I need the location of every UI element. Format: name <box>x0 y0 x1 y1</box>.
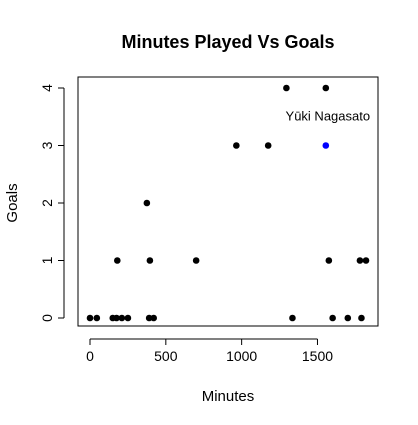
data-point <box>362 257 370 264</box>
x-tick-label: 1000 <box>226 348 257 364</box>
y-axis-label: Goals <box>4 183 21 222</box>
data-point <box>344 314 352 322</box>
data-point <box>264 142 272 149</box>
data-point <box>113 314 120 322</box>
data-point <box>145 314 153 322</box>
y-axis: 0 1 2 3 4 <box>39 84 65 322</box>
data-point <box>113 257 121 264</box>
data-point <box>358 314 365 322</box>
data-point <box>233 142 240 149</box>
data-point <box>146 257 154 264</box>
x-tick-label: 1500 <box>302 348 333 364</box>
data-point <box>283 84 290 92</box>
data-points <box>86 84 370 322</box>
data-point <box>325 257 333 264</box>
data-point <box>329 314 336 322</box>
y-tick-label: 0 <box>39 314 55 322</box>
x-tick-label: 0 <box>86 348 94 364</box>
x-tick-label: 500 <box>154 348 178 364</box>
y-tick-label: 1 <box>39 256 55 264</box>
data-point <box>289 314 296 322</box>
data-point <box>192 257 200 264</box>
highlighted-data-point <box>322 142 330 149</box>
data-point <box>356 257 364 264</box>
data-point <box>150 314 157 322</box>
chart-title: Minutes Played Vs Goals <box>121 32 334 52</box>
data-point <box>118 314 126 322</box>
annotation-label: Yūki Nagasato <box>286 109 371 124</box>
x-axis-label: Minutes <box>202 388 255 405</box>
y-tick-label: 2 <box>39 199 55 207</box>
x-axis: 0 500 1000 1500 <box>86 338 333 364</box>
data-point <box>124 314 132 322</box>
plot-frame <box>77 76 379 327</box>
y-tick-label: 4 <box>39 84 55 92</box>
y-tick-label: 3 <box>39 141 55 149</box>
data-point <box>322 84 330 92</box>
data-point <box>143 199 151 207</box>
data-point <box>93 314 101 322</box>
data-point <box>86 314 94 322</box>
